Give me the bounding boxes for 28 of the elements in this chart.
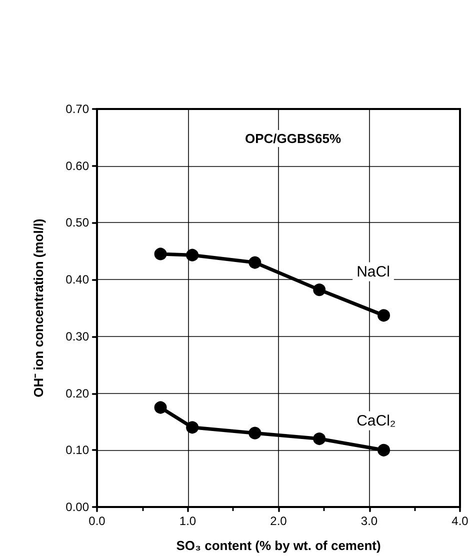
x-tick-label: 4.0: [452, 514, 469, 528]
point: [248, 256, 262, 269]
y-tick-label: 0.30: [66, 329, 90, 344]
point: [186, 421, 199, 434]
y-tick-label: 0.70: [66, 102, 90, 116]
series-label: NaCl: [356, 263, 390, 280]
y-tick-label: 0.50: [66, 216, 90, 230]
x-tick-label: 1.0: [179, 514, 196, 528]
point: [154, 248, 167, 260]
y-tick-label: 0.60: [66, 158, 90, 173]
y-tick-label: 0.10: [66, 443, 90, 458]
point: [313, 432, 326, 446]
text: OPC/GGBS65%: [244, 131, 342, 146]
point: [313, 284, 326, 296]
x-tick-label: 0.0: [88, 514, 106, 528]
point: [248, 426, 262, 440]
x-tick-label: 3.0: [360, 514, 378, 528]
y-tick-label: 0.20: [66, 386, 90, 400]
point: [154, 401, 167, 414]
point: [186, 248, 199, 262]
y-axis-title: OH⁻ ion concentration (mol/l): [31, 218, 46, 398]
point: [378, 309, 390, 322]
x-tick-label: 2.0: [270, 514, 288, 528]
y-tick-label: 0.00: [66, 500, 90, 514]
point: [378, 444, 390, 456]
x-axis-title: SO₃ content (% by wt. of cement): [176, 538, 381, 553]
y-tick-label: 0.40: [66, 272, 90, 287]
series-label: CaCl₂: [356, 412, 396, 430]
